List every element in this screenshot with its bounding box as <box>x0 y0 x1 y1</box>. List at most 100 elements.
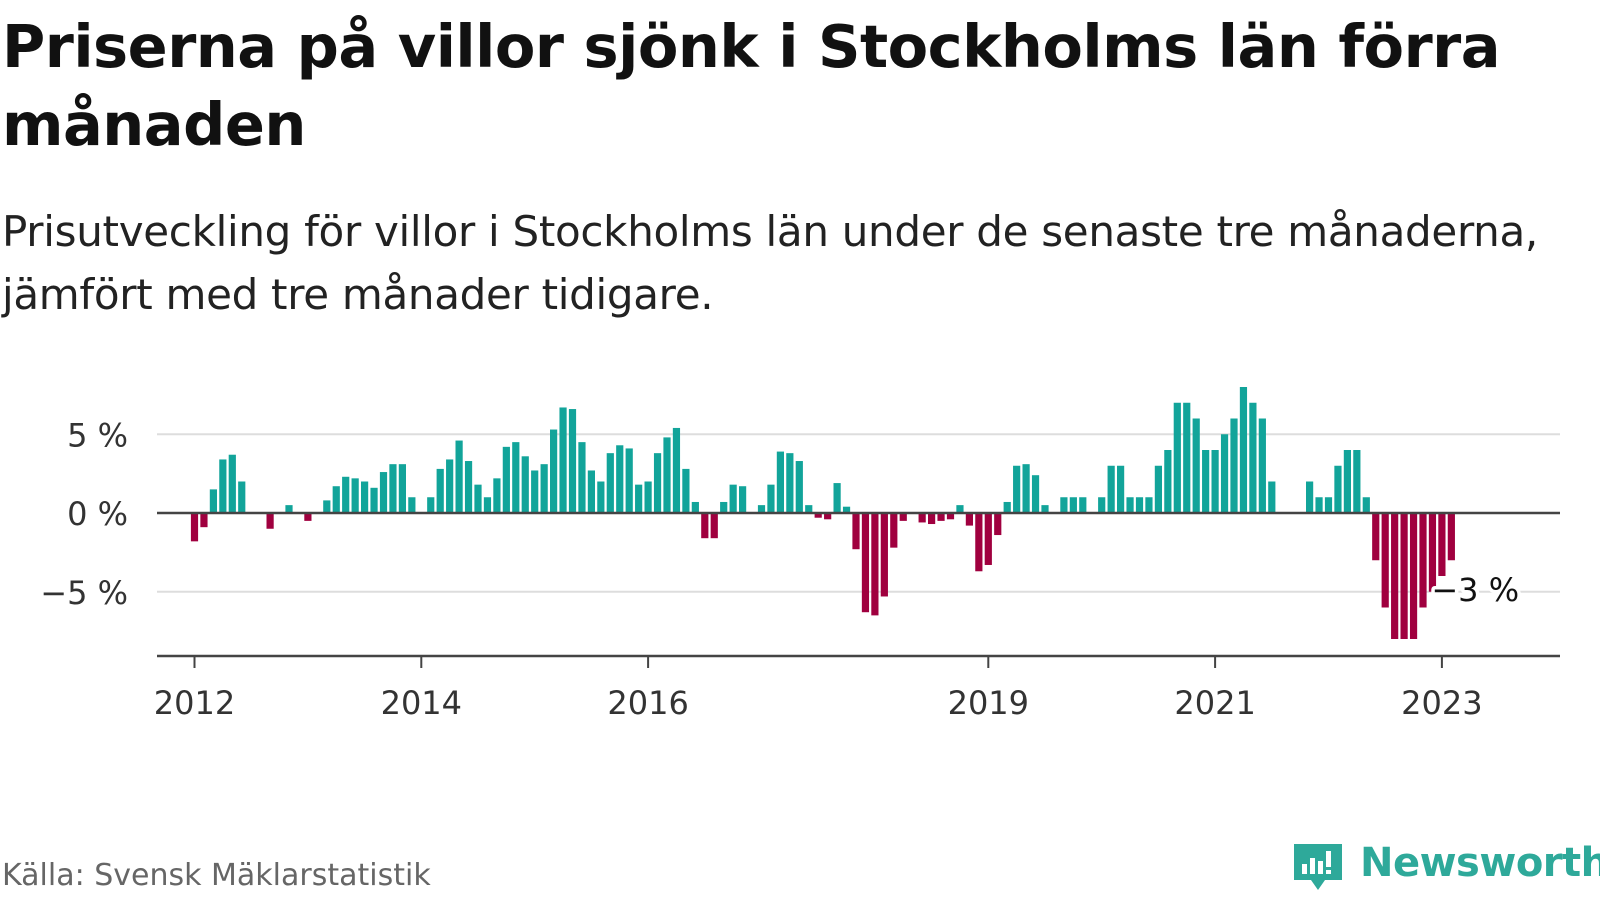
bar <box>842 506 851 513</box>
bar <box>531 470 539 513</box>
bar <box>446 459 454 513</box>
bar <box>644 481 652 513</box>
bar <box>767 484 775 513</box>
bar <box>200 513 208 528</box>
bar <box>899 513 907 521</box>
bar <box>946 513 955 520</box>
bar <box>455 440 463 513</box>
bar <box>1060 497 1068 513</box>
bar <box>342 476 350 513</box>
bar <box>1315 497 1323 513</box>
bar <box>1022 464 1030 513</box>
bar <box>1220 434 1229 513</box>
brand-logo: Newsworthy <box>1292 836 1600 896</box>
bar <box>1372 513 1380 561</box>
bar <box>871 513 879 616</box>
bar <box>1353 450 1361 513</box>
bar <box>880 513 888 597</box>
bar <box>219 459 227 513</box>
x-tick-label: 2019 <box>948 684 1029 720</box>
bar <box>757 505 766 514</box>
bar <box>436 468 444 513</box>
bar <box>1428 513 1437 592</box>
bar <box>285 505 293 514</box>
bar <box>682 468 690 513</box>
bar <box>323 500 331 513</box>
bar <box>540 464 548 513</box>
bar <box>720 501 728 513</box>
bar <box>1098 497 1106 513</box>
bar <box>1239 387 1248 513</box>
bar <box>474 484 482 513</box>
chart-title: Priserna på villor sjönk i Stockholms lä… <box>2 12 1501 159</box>
bar <box>994 513 1002 536</box>
axes <box>157 511 1560 668</box>
gridlines <box>157 433 1560 593</box>
bar <box>786 453 794 513</box>
bar <box>1258 418 1266 513</box>
bar <box>1069 497 1077 513</box>
last-value-label: −3 % <box>1431 571 1519 609</box>
bar <box>1324 497 1333 513</box>
x-tick-label: 2014 <box>381 684 462 720</box>
bar <box>568 409 577 513</box>
bar <box>1409 513 1418 639</box>
bar <box>1268 481 1276 513</box>
bar <box>493 478 501 513</box>
bar <box>776 451 784 513</box>
x-tick-label: 2012 <box>154 684 235 720</box>
bar <box>597 481 605 513</box>
bar <box>1249 402 1257 513</box>
bar <box>1107 465 1115 513</box>
bar <box>521 456 529 513</box>
bar <box>956 505 964 514</box>
bar <box>304 513 312 521</box>
bar <box>351 478 359 513</box>
bar <box>710 513 718 539</box>
bar <box>1334 465 1342 513</box>
bar <box>559 407 567 513</box>
bar <box>209 489 217 514</box>
bar <box>1202 450 1210 513</box>
bar-chart: −5 % 0 % 5 % 2012 2014 2016 2019 2021 2023 −3 % <box>40 387 1560 720</box>
bar <box>1230 418 1238 513</box>
bar <box>408 497 416 513</box>
bar <box>1438 513 1446 576</box>
bar <box>1343 450 1351 513</box>
bar <box>795 461 803 513</box>
bar <box>1135 497 1144 513</box>
bar <box>370 487 378 513</box>
bar <box>729 484 737 513</box>
chart-subtitle: Prisutveckling för villor i Stockholms l… <box>2 207 1538 319</box>
bar <box>965 513 973 526</box>
bar <box>1391 513 1399 639</box>
bar <box>427 497 435 513</box>
y-tick-label: 0 % <box>67 495 128 533</box>
bar <box>512 442 520 514</box>
bar <box>1164 450 1172 513</box>
bar <box>1079 497 1087 513</box>
bar <box>852 513 860 550</box>
bar <box>890 513 898 548</box>
bar <box>361 481 369 513</box>
brand-name: Newsworthy <box>1360 840 1600 886</box>
bar <box>937 513 945 521</box>
bar <box>190 513 199 542</box>
bar <box>1192 418 1200 513</box>
bar <box>502 446 510 513</box>
bar <box>379 472 388 513</box>
bar <box>805 505 813 514</box>
bar <box>984 513 992 565</box>
bar <box>739 486 747 513</box>
bar <box>1173 402 1181 513</box>
bar <box>228 454 236 513</box>
bar <box>1041 505 1049 514</box>
bar <box>625 448 633 513</box>
bar <box>1362 497 1370 513</box>
bar <box>918 513 926 523</box>
bar <box>672 427 681 513</box>
bar <box>1145 497 1153 513</box>
bar <box>587 470 595 513</box>
bar <box>578 442 586 514</box>
bar <box>238 481 246 513</box>
